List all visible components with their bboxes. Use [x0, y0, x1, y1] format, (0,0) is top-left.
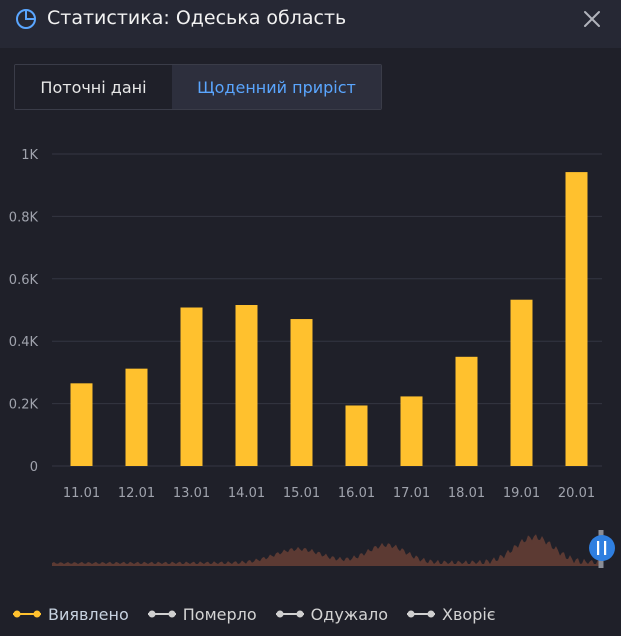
x-tick-label: 15.01	[283, 486, 320, 501]
bar[interactable]	[345, 405, 368, 466]
legend-marker-icon	[275, 610, 304, 618]
x-tick-label: 17.01	[393, 486, 430, 501]
x-tick-label: 12.01	[118, 486, 155, 501]
bar[interactable]	[125, 368, 148, 466]
y-tick-label: 0.6K	[9, 273, 39, 288]
bar[interactable]	[290, 319, 313, 466]
tab-current-data[interactable]: Поточні дані	[15, 65, 172, 109]
bar[interactable]	[455, 356, 478, 466]
x-tick-label: 20.01	[558, 486, 595, 501]
legend-item-died[interactable]: Померло	[147, 605, 257, 624]
bar[interactable]	[180, 307, 203, 466]
legend-label: Виявлено	[48, 604, 129, 624]
y-tick-label: 0.4K	[9, 335, 39, 350]
handle-grip-icon	[597, 541, 600, 555]
y-tick-label: 0.8K	[9, 210, 39, 225]
x-tick-label: 16.01	[338, 486, 375, 501]
legend-marker-icon	[407, 610, 436, 618]
x-tick-label: 18.01	[448, 486, 485, 501]
x-tick-label: 14.01	[228, 486, 265, 501]
x-tick-label: 11.01	[63, 486, 100, 501]
legend-item-sick[interactable]: Хворіє	[406, 605, 496, 624]
x-tick-label: 13.01	[173, 486, 210, 501]
legend-item-recovered[interactable]: Одужало	[275, 605, 388, 624]
pie-chart-icon	[16, 9, 36, 29]
bar[interactable]	[235, 305, 258, 466]
header-bar: Статистика: Одеська область	[0, 0, 621, 48]
bar[interactable]	[400, 396, 423, 466]
range-navigator[interactable]	[52, 528, 620, 574]
legend-marker-icon	[13, 610, 41, 618]
legend-marker-icon	[147, 610, 176, 618]
tab-bar: Поточні дані Щоденний приріст	[14, 64, 382, 110]
legend: Виявлено Померло Одужало Хворіє	[12, 602, 514, 626]
tab-daily-growth[interactable]: Щоденний приріст	[172, 65, 381, 109]
bar[interactable]	[510, 299, 533, 466]
page-title: Статистика: Одеська область	[47, 7, 347, 29]
navigator-area	[52, 534, 600, 566]
handle-grip-icon	[604, 541, 607, 555]
close-icon[interactable]	[583, 10, 601, 28]
y-tick-label: 1K	[21, 148, 38, 163]
navigator-handle[interactable]	[589, 535, 615, 561]
y-tick-label: 0	[30, 460, 38, 475]
legend-label: Померло	[182, 604, 257, 624]
y-tick-label: 0.2K	[9, 398, 39, 413]
legend-label: Хворіє	[442, 604, 496, 624]
bar-chart: 0 0.2K 0.4K 0.6K 0.8K 1K 11.01 12.01 13.01 14.01 1…	[9, 148, 602, 501]
bar[interactable]	[70, 383, 93, 466]
bar[interactable]	[565, 172, 588, 466]
legend-item-detected[interactable]: Виявлено	[12, 605, 129, 624]
x-tick-label: 19.01	[503, 486, 540, 501]
legend-label: Одужало	[310, 604, 389, 624]
